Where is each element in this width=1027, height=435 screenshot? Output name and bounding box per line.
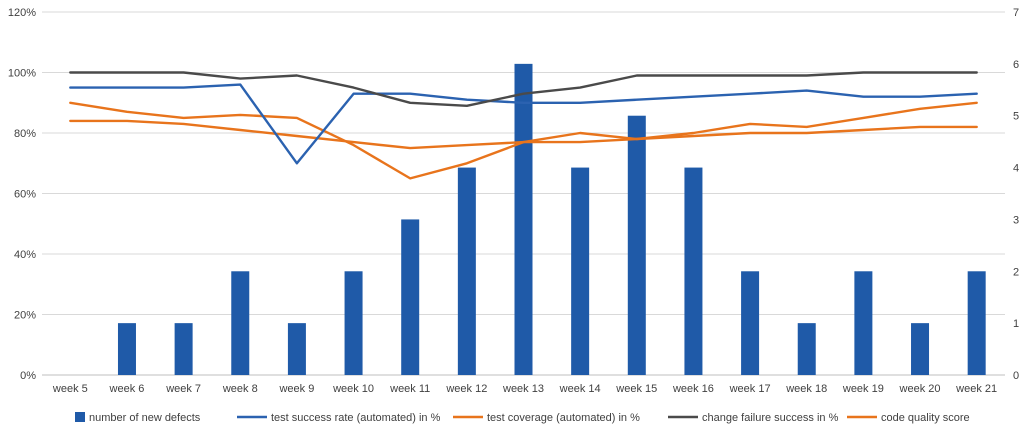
series-line (69, 119, 978, 150)
legend-label: change failure success in % (702, 412, 839, 424)
bar (514, 63, 533, 375)
right-axis-tick-label: 6 (1013, 59, 1019, 71)
right-axis-tick-label: 5 (1013, 111, 1019, 123)
x-axis-tick-label: week 8 (222, 383, 258, 395)
x-axis-tick-label: week 5 (52, 383, 88, 395)
right-axis-ticks: 0 1 2 3 4 5 6 7 (1013, 7, 1019, 382)
bar (741, 271, 760, 375)
x-axis-ticks: week 5 week 6 week 7 week 8 week 9 week 10 wee… (52, 383, 997, 395)
legend-label: code quality score (881, 412, 970, 424)
right-axis-tick-label: 7 (1013, 7, 1019, 19)
bar (457, 167, 476, 375)
legend-label: test coverage (automated) in % (487, 412, 640, 424)
legend-label: test success rate (automated) in % (271, 412, 441, 424)
right-axis-tick-label: 2 (1013, 266, 1019, 278)
x-axis-tick-label: week 13 (502, 383, 544, 395)
x-axis-tick-label: week 16 (672, 383, 714, 395)
right-axis-tick-label: 4 (1013, 163, 1019, 175)
bar (854, 271, 873, 375)
legend-label: number of new defects (89, 412, 201, 424)
x-axis-tick-label: week 7 (165, 383, 201, 395)
right-axis-tick-label: 0 (1013, 370, 1019, 382)
left-axis-ticks: 0% 20% 40% 60% 80% 100% 120% (8, 7, 36, 382)
legend: number of new defects test success rate (… (75, 412, 970, 424)
right-axis-tick-label: 1 (1013, 318, 1019, 330)
x-axis-tick-label: week 17 (729, 383, 771, 395)
left-axis-tick-label: 60% (14, 189, 36, 201)
x-axis-tick-label: week 14 (559, 383, 601, 395)
x-axis-tick-label: week 15 (615, 383, 657, 395)
left-axis-tick-label: 80% (14, 128, 36, 140)
left-axis-tick-label: 100% (8, 68, 36, 80)
series-line (69, 71, 978, 108)
x-axis-tick-label: week 9 (278, 383, 314, 395)
bar (797, 323, 816, 375)
bar-series (117, 63, 986, 375)
left-axis-tick-label: 0% (20, 370, 36, 382)
x-axis-tick-label: week 21 (955, 383, 997, 395)
x-axis-tick-label: week 12 (445, 383, 487, 395)
bar (627, 115, 646, 375)
left-axis-tick-label: 120% (8, 7, 36, 19)
bar (287, 323, 306, 375)
right-axis-tick-label: 3 (1013, 214, 1019, 226)
bar (967, 271, 986, 375)
x-axis-tick-label: week 18 (785, 383, 827, 395)
x-axis-tick-label: week 20 (899, 383, 941, 395)
bar (117, 323, 136, 375)
x-axis-tick-label: week 6 (109, 383, 145, 395)
x-axis-tick-label: week 11 (389, 383, 430, 395)
left-axis-tick-label: 20% (14, 310, 36, 322)
x-axis-tick-label: week 10 (332, 383, 374, 395)
bar (911, 323, 930, 375)
bar (571, 167, 590, 375)
series-line (69, 83, 978, 165)
bar (684, 167, 703, 375)
legend-swatch (75, 412, 85, 422)
line-series (69, 71, 978, 180)
bar (174, 323, 193, 375)
bar (401, 219, 420, 375)
bar (231, 271, 250, 375)
left-axis-tick-label: 40% (14, 249, 36, 261)
bar (344, 271, 363, 375)
x-axis-tick-label: week 19 (842, 383, 884, 395)
